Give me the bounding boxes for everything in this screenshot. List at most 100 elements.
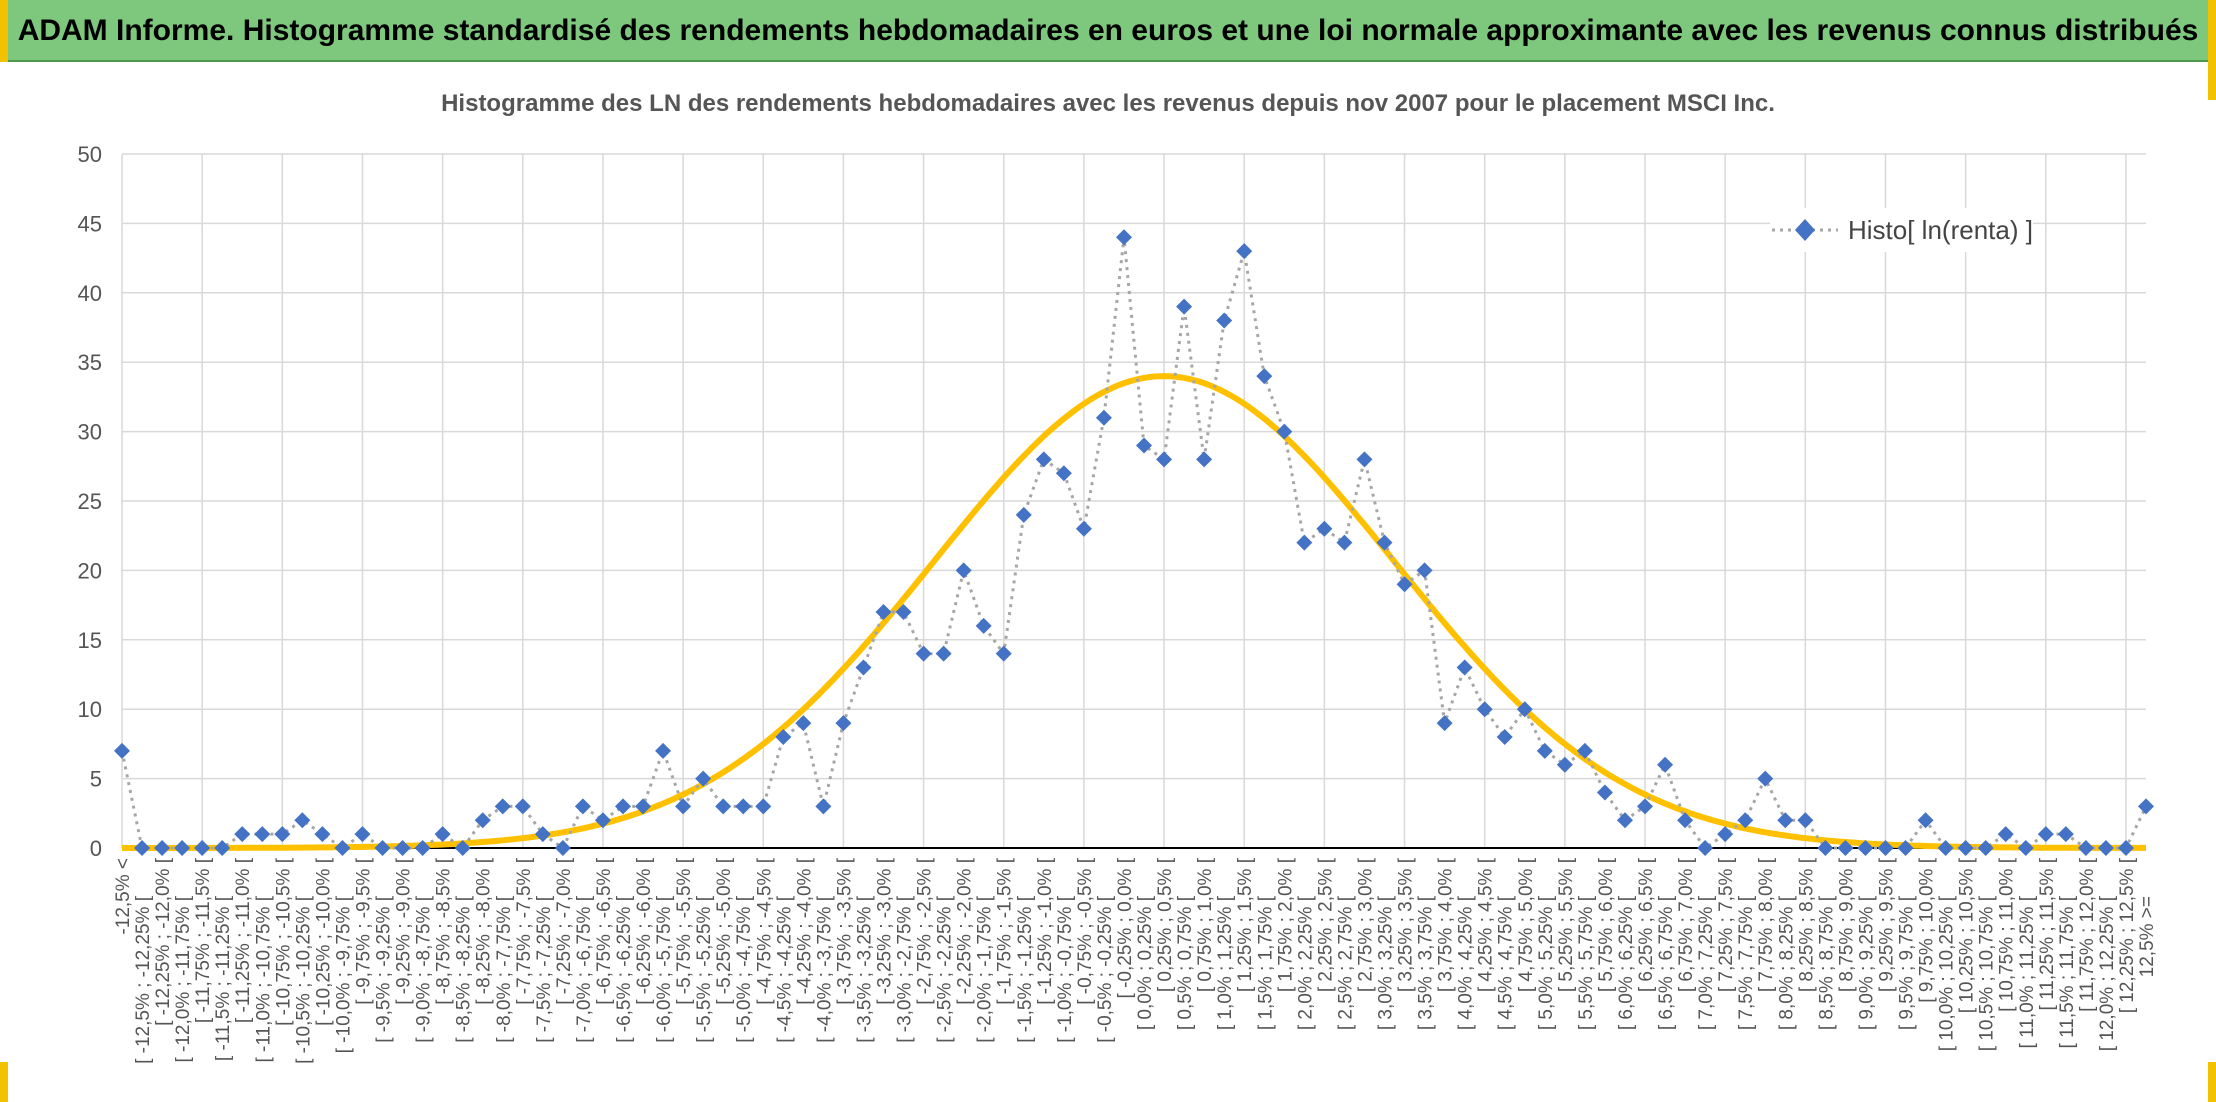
footer-accent-right xyxy=(2208,1062,2216,1102)
y-tick-label: 40 xyxy=(78,281,102,306)
x-tick-label: [ -2,75% ; -2,5% [ xyxy=(915,857,936,1005)
histogram-point xyxy=(1957,840,1974,856)
x-tick-label: [ 8,75% ; 9,0% [ xyxy=(1836,857,1857,992)
x-tick-label: [ -12,0% ; -11,75% [ xyxy=(173,895,194,1062)
histogram-point xyxy=(1997,826,2014,843)
x-tick-label: [ 10,75% ; 11,0% [ xyxy=(1997,857,2018,1012)
histogram-point xyxy=(1236,243,1253,260)
histogram-point xyxy=(1717,826,1734,843)
x-tick-label: [ 1,5% ; 1,75% [ xyxy=(1255,895,1276,1030)
report-header xyxy=(0,0,2216,62)
x-tick-label: [ -0,25% ; 0,0% [ xyxy=(1115,857,1136,998)
x-tick-label: [ 9,0% ; 9,25% [ xyxy=(1856,895,1877,1030)
y-tick-label: 25 xyxy=(78,489,102,514)
x-tick-label: [ -11,25% ; -11,0% [ xyxy=(233,857,254,1023)
histogram-point xyxy=(394,840,411,856)
x-tick-label: [ 12,25% ; 12,5% [ xyxy=(2117,857,2138,1013)
histogram-point xyxy=(875,604,892,621)
chart-grid xyxy=(121,153,2146,849)
histogram-point xyxy=(895,604,912,621)
histogram-point xyxy=(1296,534,1313,551)
histogram-point xyxy=(434,826,451,843)
x-tick-label: [ 5,25% ; 5,5% [ xyxy=(1556,857,1577,992)
x-tick-label: [ -3,75% ; -3,5% [ xyxy=(834,857,855,1005)
histogram-point xyxy=(2037,826,2054,843)
histogram-point xyxy=(1616,812,1633,829)
histogram-point xyxy=(134,840,151,856)
x-tick-label: [ 6,25% ; 6,5% [ xyxy=(1636,857,1657,992)
x-tick-label: 12,5% >= xyxy=(2137,896,2158,977)
histogram-point xyxy=(995,645,1012,662)
report-title: ADAM Informe. Histogramme standardisé de… xyxy=(17,14,2199,47)
histogram-point xyxy=(414,840,431,856)
histogram-point xyxy=(635,798,652,815)
histogram-point xyxy=(254,826,271,843)
histogram-point xyxy=(1737,812,1754,829)
histogram-point xyxy=(1556,756,1573,773)
x-tick-label: [ 6,5% ; 6,75% [ xyxy=(1656,895,1677,1030)
histogram-point xyxy=(1496,728,1513,745)
histogram-point xyxy=(1757,770,1774,787)
histogram-point xyxy=(1015,506,1032,523)
histogram-point xyxy=(2017,840,2034,856)
histogram-point xyxy=(1336,534,1353,551)
x-tick-label: [ -11,5% ; -11,25% [ xyxy=(213,895,234,1061)
histogram-point xyxy=(935,645,952,662)
histogram-point xyxy=(1817,840,1834,856)
histogram-series-line xyxy=(120,237,2148,851)
histogram-point xyxy=(234,826,251,843)
x-tick-label: [ 9,5% ; 9,75% [ xyxy=(1897,895,1918,1030)
x-tick-label: [ 9,75% ; 10,0% [ xyxy=(1917,857,1938,1002)
y-tick-label: 45 xyxy=(78,211,102,236)
x-tick-label: [ -5,0% ; -4,75% [ xyxy=(734,895,755,1043)
x-tick-label: [ -7,5% ; -7,25% [ xyxy=(534,895,555,1043)
x-tick-label: [ -5,75% ; -5,5% [ xyxy=(674,857,695,1005)
header-accent-left xyxy=(0,0,8,62)
x-tick-label: [ -6,0% ; -5,75% [ xyxy=(654,895,675,1043)
x-tick-label: [ -1,75% ; -1,5% [ xyxy=(995,857,1016,1005)
x-tick-label: [ 5,5% ; 5,75% [ xyxy=(1576,895,1597,1030)
histogram-point xyxy=(695,770,712,787)
x-tick-label: [ 2,5% ; 2,75% [ xyxy=(1335,895,1356,1030)
histogram-point xyxy=(1637,798,1654,815)
histogram-point xyxy=(655,742,672,759)
histogram-point xyxy=(1657,756,1674,773)
histogram-point xyxy=(1316,520,1333,537)
histogram-point xyxy=(114,742,130,759)
histogram-point xyxy=(1697,840,1714,856)
histogram-point xyxy=(2117,840,2134,856)
footer-accent-left xyxy=(0,1062,8,1102)
x-tick-label: [ -6,25% ; -6,0% [ xyxy=(634,857,655,1005)
histogram-point xyxy=(1075,520,1092,537)
x-tick-label: [ 7,25% ; 7,5% [ xyxy=(1716,857,1737,992)
histogram-point xyxy=(1456,659,1473,676)
x-tick-label: [ 6,0% ; 6,25% [ xyxy=(1616,895,1637,1030)
x-tick-label: [ -8,25% ; -8,0% [ xyxy=(474,857,495,1005)
x-tick-label: [ -7,0% ; -6,75% [ xyxy=(574,895,595,1043)
x-tick-label: [ -5,25% ; -5,0% [ xyxy=(714,857,735,1005)
x-tick-label: [ -0,75% ; -0,5% [ xyxy=(1075,857,1096,1005)
y-tick-label: 30 xyxy=(78,420,102,445)
histogram-point xyxy=(1837,840,1854,856)
x-tick-label: [ 4,25% ; 4,5% [ xyxy=(1476,857,1497,992)
histogram-point xyxy=(1857,840,1874,856)
x-tick-label: [ 3,5% ; 3,75% [ xyxy=(1416,895,1437,1030)
x-tick-label: [ 5,0% ; 5,25% [ xyxy=(1536,895,1557,1030)
x-tick-label: [ 12,0% ; 12,25% [ xyxy=(2097,895,2118,1051)
x-tick-label: [ 3,0% ; 3,25% [ xyxy=(1375,895,1396,1030)
x-tick-label: [ -11,0% ; -10,75% [ xyxy=(253,895,274,1062)
histogram-point xyxy=(1536,742,1553,759)
histogram-point xyxy=(1156,451,1173,468)
histogram-point xyxy=(1596,784,1613,801)
x-tick-label: [ -5,5% ; -5,25% [ xyxy=(694,895,715,1043)
x-tick-label: [ -9,25% ; -9,0% [ xyxy=(394,857,415,1005)
x-tick-label: [ -12,25% ; -12,0% [ xyxy=(153,857,174,1026)
x-tick-label: [ 8,0% ; 8,25% [ xyxy=(1776,895,1797,1030)
histogram-point xyxy=(1216,312,1233,329)
x-tick-label: [ -7,25% ; -7,0% [ xyxy=(554,857,575,1005)
histogram-point xyxy=(675,798,692,815)
x-tick-label: [ -2,0% ; -1,75% [ xyxy=(975,895,996,1043)
x-tick-label: [ 1,0% ; 1,25% [ xyxy=(1215,895,1236,1030)
y-tick-label: 10 xyxy=(78,697,102,722)
